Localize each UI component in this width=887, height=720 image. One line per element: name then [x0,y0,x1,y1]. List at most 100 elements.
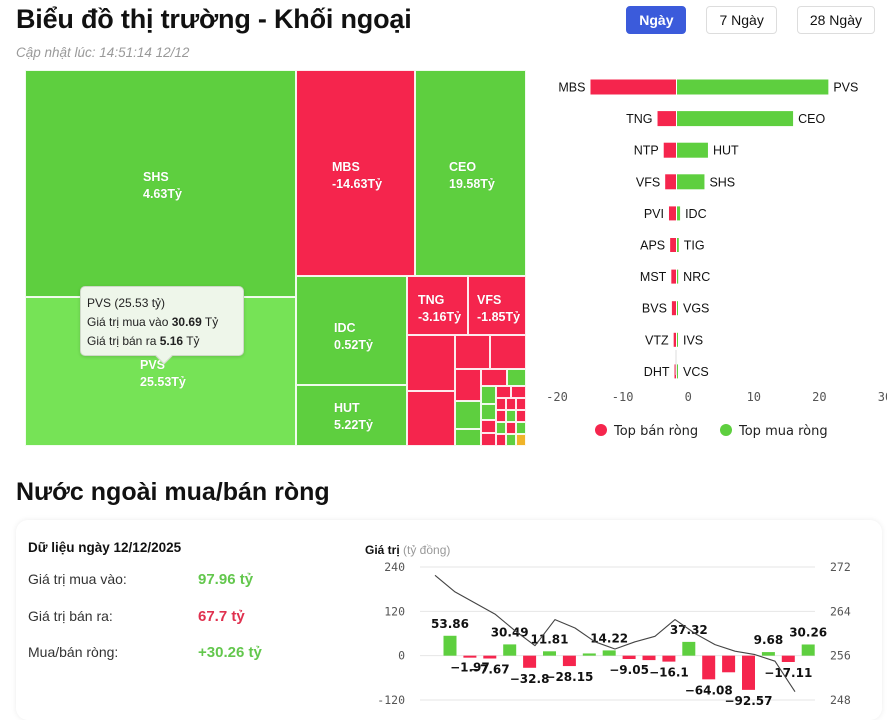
net-bar[interactable] [463,655,477,658]
buy-bar[interactable] [677,269,679,284]
treemap-cell-small[interactable] [481,433,496,446]
net-bar[interactable] [722,655,736,673]
treemap-cell-small[interactable] [481,386,496,404]
treemap-cell-small[interactable] [496,434,506,446]
treemap-cell-small[interactable] [481,420,496,433]
treemap-cell-small[interactable] [496,386,511,398]
treemap-cell-small[interactable] [516,434,526,446]
treemap-cell-small[interactable] [516,410,526,422]
net-bar[interactable] [781,655,795,662]
sell-bar[interactable] [657,111,676,127]
net-bar[interactable] [503,644,517,656]
buy-bar[interactable] [677,79,829,95]
net-bar[interactable] [622,655,636,660]
y-tick: 0 [398,649,405,663]
buy-bar[interactable] [677,238,679,252]
sell-bar[interactable] [671,301,676,316]
net-bar[interactable] [443,635,457,656]
treemap-cell-small[interactable] [496,410,506,422]
net-bar[interactable] [662,655,676,662]
bar-value-label: −64.08 [685,683,733,697]
sell-ticker: BVS [642,302,667,316]
cell-value: -3.16Tỷ [418,310,462,324]
tab-28-days[interactable]: 28 Ngày [796,6,875,34]
bar-value-label: 30.49 [491,625,529,639]
treemap-cell-small[interactable] [516,398,526,410]
treemap-cell-shs[interactable]: SHS 4.63Tỷ [25,70,296,297]
treemap-cell-idc[interactable]: IDC 0.52Tỷ [296,276,407,385]
net-bar[interactable] [602,650,616,656]
legend-buy-label[interactable]: Top mua ròng [738,424,828,439]
treemap-cell-small[interactable] [455,369,481,401]
sell-bar[interactable] [663,142,676,158]
treemap-cell-small[interactable] [496,398,506,410]
sell-bar[interactable] [668,206,676,221]
net-bar[interactable] [543,651,556,656]
treemap-cell-small[interactable] [506,434,516,446]
net-bar[interactable] [523,655,537,668]
cell-ticker: VFS [477,293,502,307]
tab-day[interactable]: Ngày [626,6,687,34]
treemap-cell-small[interactable] [516,422,526,434]
net-bar[interactable] [682,641,696,656]
treemap-cell-mbs[interactable]: MBS -14.63Tỷ [296,70,415,276]
treemap-cell-small[interactable] [455,429,481,446]
sell-value: 67.7 tỷ [198,608,245,625]
buy-ticker: SHS [709,175,735,189]
buy-ticker: IVS [683,333,703,347]
buy-value: 97.96 tỷ [198,571,254,588]
buy-bar[interactable] [677,332,678,347]
treemap-cell-small[interactable] [506,410,516,422]
treemap-cell-small[interactable] [481,404,496,420]
bar-value-label: 30.26 [789,625,827,639]
net-bar[interactable] [761,652,775,656]
treemap-cell-small[interactable] [407,391,455,446]
tab-7-days[interactable]: 7 Ngày [706,6,777,34]
net-bar[interactable] [582,653,596,656]
treemap-cell-small[interactable] [511,386,526,398]
treemap-cell-vfs[interactable]: VFS -1.85Tỷ [468,276,526,335]
buy-bar[interactable] [677,111,794,127]
net-bar[interactable] [742,655,755,690]
treemap-cell-hut[interactable]: HUT 5.22Tỷ [296,385,407,446]
sell-bar[interactable] [665,174,676,190]
treemap-cell-small[interactable] [496,422,506,434]
treemap-cell-small[interactable] [506,398,516,410]
net-bar[interactable] [642,655,656,661]
buy-ticker: NRC [683,270,710,284]
treemap-cell-small[interactable] [481,369,507,386]
buy-bar[interactable] [677,142,708,158]
net-bar[interactable] [801,644,815,656]
treemap-cell-small[interactable] [507,369,526,386]
buy-bar[interactable] [677,301,678,316]
net-bar[interactable] [702,655,716,680]
sell-bar[interactable] [673,332,676,347]
legend-sell-label[interactable]: Top bán ròng [613,424,698,439]
buy-bar[interactable] [677,206,681,221]
net-bar[interactable] [562,655,576,667]
treemap-tooltip: PVS (25.53 tỷ) Giá trị mua vào 30.69 Tỷ … [80,286,244,365]
page-title: Biểu đồ thị trường - Khối ngoại [16,4,412,34]
bar-value-label: −32.8 [510,672,550,686]
bar-value-label: 9.68 [754,633,784,647]
treemap-cell-small[interactable] [455,401,481,429]
treemap-cell-small[interactable] [506,422,516,434]
treemap-cell-tng[interactable]: TNG -3.16Tỷ [407,276,468,335]
treemap-cell-small[interactable] [490,335,526,369]
net-bar[interactable] [483,655,497,659]
treemap-cell-ceo[interactable]: CEO 19.58Tỷ [415,70,526,276]
sell-bar[interactable] [670,238,676,252]
sell-bar[interactable] [674,364,677,379]
sell-ticker: MBS [558,81,585,95]
buy-ticker: TIG [684,239,705,253]
net-value-row: Mua/bán ròng: +30.26 tỷ [28,644,262,661]
net-label: Mua/bán ròng: [28,644,119,660]
data-date-title: Dữ liệu ngày 12/12/2025 [28,540,182,555]
treemap-cell-small[interactable] [455,335,490,369]
buy-bar[interactable] [677,174,705,190]
sell-ticker: VTZ [645,333,669,347]
treemap-cell-small[interactable] [407,335,455,391]
sell-bar[interactable] [590,79,676,95]
buy-bar[interactable] [677,364,678,379]
sell-bar[interactable] [671,269,676,284]
